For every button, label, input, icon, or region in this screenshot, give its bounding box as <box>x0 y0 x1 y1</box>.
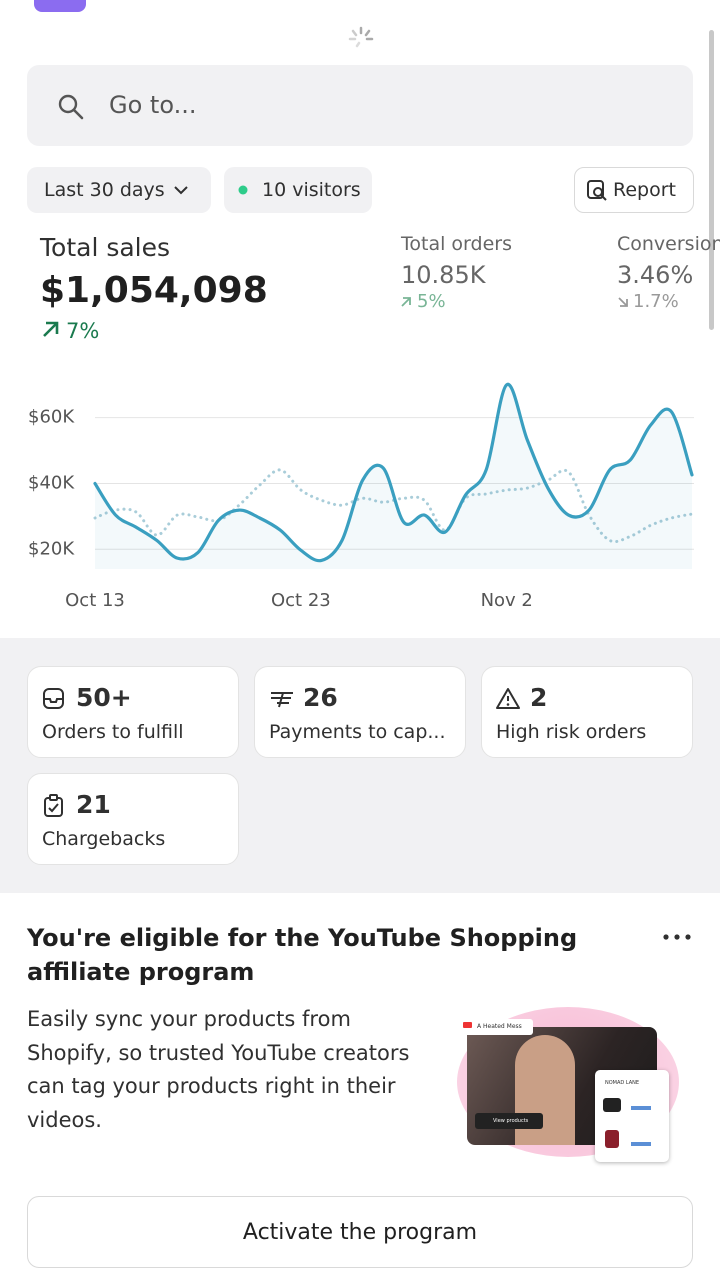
video-title-chip: A Heated Mess <box>457 1019 533 1035</box>
promo-title: You're eligible for the YouTube Shopping… <box>27 924 578 986</box>
task-label: Chargebacks <box>42 828 166 850</box>
store-name: NOMAD LANE <box>605 1080 640 1086</box>
live-dot <box>238 185 248 195</box>
promo-image: A Heated Mess View products NOMAD LANE <box>455 1005 685 1165</box>
series-line <box>93 383 694 563</box>
task-card[interactable]: 2 High risk orders <box>481 666 693 758</box>
date-range-label: Last 30 days <box>44 179 165 201</box>
report-button[interactable]: Report <box>574 167 694 213</box>
promo-body: Easily sync your products from Shopify, … <box>27 1007 410 1132</box>
report-icon <box>587 180 607 201</box>
risk-icon <box>496 688 520 709</box>
task-count: 21 <box>76 790 111 819</box>
x-tick-label: Oct 23 <box>271 590 331 611</box>
x-tick-label: Oct 13 <box>65 590 125 611</box>
task-label: Payments to cap... <box>269 721 446 743</box>
view-products-chip: View products <box>475 1113 543 1129</box>
search-box[interactable]: Go to... <box>27 65 693 146</box>
conversion-label: Conversion <box>617 233 720 255</box>
search-icon <box>58 94 84 120</box>
activate-button-label: Activate the program <box>242 1219 478 1245</box>
conversion-change: 1.7% <box>633 291 679 312</box>
up-arrow-icon <box>43 321 59 337</box>
task-card[interactable]: 50+ Orders to fulfill <box>27 666 239 758</box>
tasks-section: 50+ Orders to fulfill 26 Payments to cap… <box>0 638 720 893</box>
task-card[interactable]: 26 Payments to cap... <box>254 666 466 758</box>
series-area <box>95 384 692 569</box>
store-card: NOMAD LANE <box>595 1070 669 1162</box>
orders-icon <box>43 688 64 709</box>
total-sales-value: $1,054,098 <box>40 270 268 311</box>
video-title: A Heated Mess <box>477 1023 522 1030</box>
task-count: 50+ <box>76 683 132 712</box>
y-tick-label: $60K <box>28 407 75 428</box>
sales-chart: $20K $40K $60K Oct 13 Oct 23 Nov 2 <box>28 383 694 611</box>
chargebacks-icon <box>44 794 63 817</box>
y-tick-label: $40K <box>28 472 75 493</box>
app-icon[interactable] <box>34 0 86 12</box>
total-sales-label: Total sales <box>40 233 171 262</box>
up-arrow-icon <box>401 297 411 307</box>
total-orders-value: 10.85K <box>401 261 486 289</box>
task-label: High risk orders <box>496 721 647 743</box>
conversion-value: 3.46% <box>617 261 694 289</box>
visitors-label: 10 visitors <box>262 179 361 201</box>
y-tick-label: $20K <box>28 538 75 559</box>
task-label: Orders to fulfill <box>42 721 184 743</box>
task-card[interactable]: 21 Chargebacks <box>27 773 239 865</box>
x-tick-label: Nov 2 <box>481 590 533 611</box>
visitors-button[interactable]: 10 visitors <box>224 167 372 213</box>
total-orders-label: Total orders <box>401 233 512 255</box>
payments-icon <box>271 692 293 708</box>
down-arrow-icon <box>618 297 628 307</box>
task-count: 26 <box>303 683 338 712</box>
date-range-button[interactable]: Last 30 days <box>27 167 211 213</box>
search-placeholder: Go to... <box>109 91 197 119</box>
report-label: Report <box>613 179 676 201</box>
more-menu[interactable] <box>662 930 692 944</box>
loading-spinner <box>348 26 374 48</box>
chevron-icon <box>173 186 188 195</box>
task-count: 2 <box>530 683 548 712</box>
activate-button[interactable]: Activate the program <box>27 1196 693 1268</box>
total-sales-change: 7% <box>66 319 100 343</box>
total-orders-change: 5% <box>417 291 446 312</box>
scrollbar <box>709 30 714 330</box>
